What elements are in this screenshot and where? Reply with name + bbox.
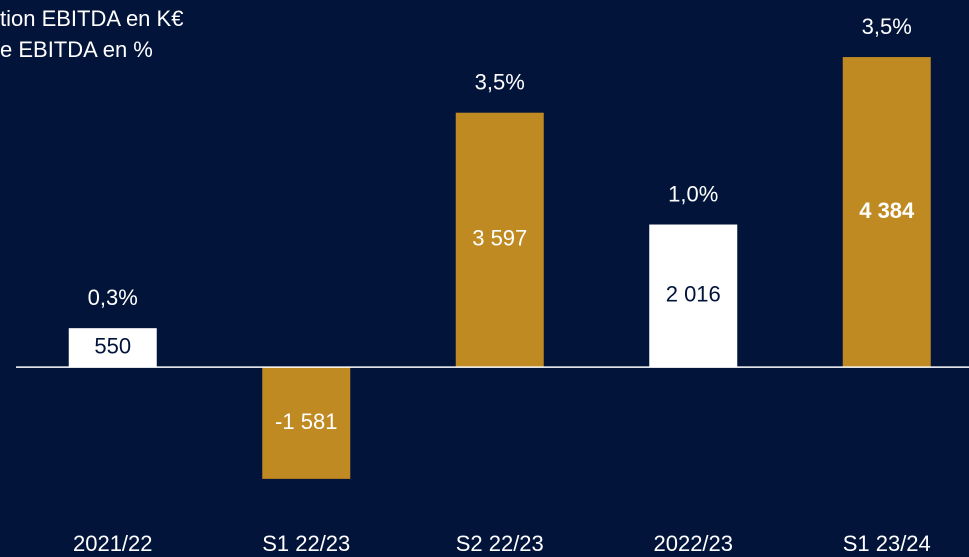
x-tick-label: S1 23/24 xyxy=(843,531,931,556)
bar xyxy=(649,224,738,368)
margin-label: 3,5% xyxy=(475,70,525,95)
margin-label: 0,3% xyxy=(88,285,138,310)
value-label: 2 016 xyxy=(666,282,721,307)
bar xyxy=(842,57,931,368)
legend-entry: tion EBITDA en K€ xyxy=(0,6,183,31)
x-tick-label: S1 22/23 xyxy=(262,531,350,556)
margin-label: 1,0% xyxy=(668,181,718,206)
legend-entry: e EBITDA en % xyxy=(0,37,153,62)
bar xyxy=(68,328,157,368)
x-tick-label: 2022/23 xyxy=(653,531,733,556)
value-label: 3 597 xyxy=(472,226,527,251)
value-label: 4 384 xyxy=(859,198,915,223)
bar xyxy=(262,367,351,479)
bar xyxy=(455,112,544,368)
value-label: -1 581 xyxy=(275,409,337,434)
margin-label: 3,5% xyxy=(862,14,912,39)
x-tick-label: S2 22/23 xyxy=(456,531,544,556)
x-tick-label: 2021/22 xyxy=(73,531,153,556)
value-label: 550 xyxy=(94,333,131,358)
